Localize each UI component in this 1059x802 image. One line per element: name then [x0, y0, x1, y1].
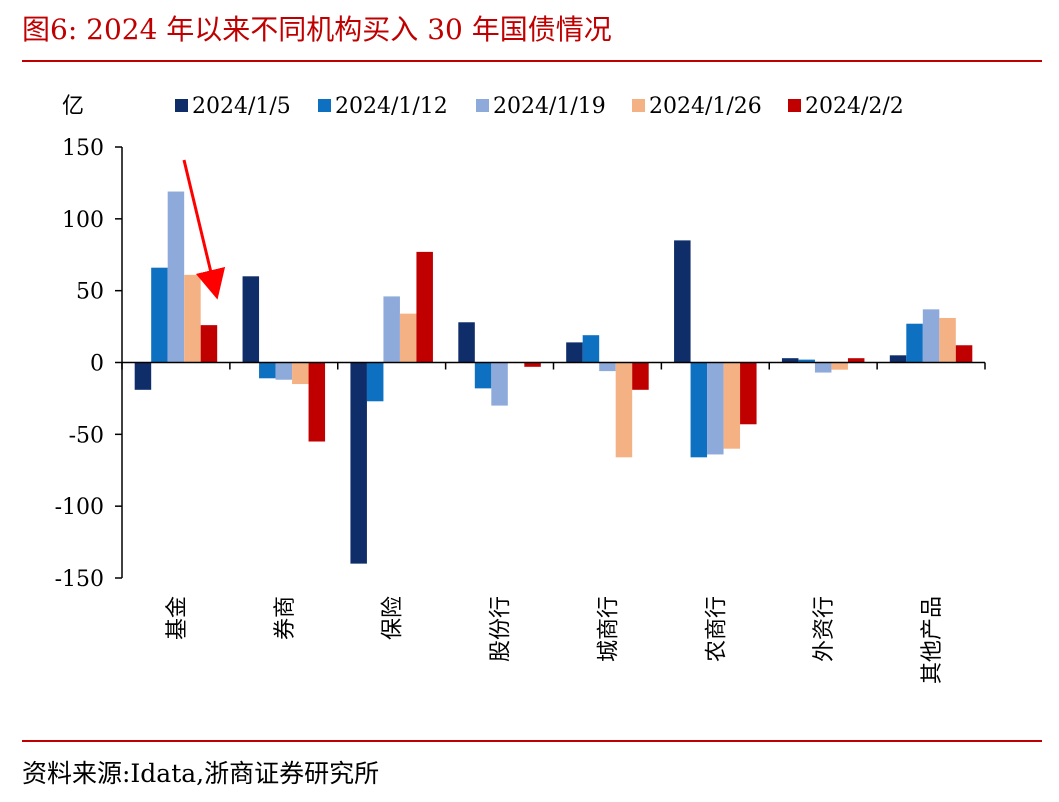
bar-1-6: [674, 240, 691, 363]
bar-chart: 2024/1/5 2024/1/12 2024/1/19 2024/1/26 2024/…: [55, 94, 986, 684]
bar-4-5: [615, 362, 633, 458]
chart-legend: 2024/1/5 2024/1/12 2024/1/19 2024/1/26 2024/…: [175, 94, 904, 119]
legend-label-5: 2024/2/2: [805, 94, 904, 119]
y-axis-label: 亿: [62, 94, 84, 119]
bar-1-5: [566, 342, 583, 363]
legend-swatch-5: [788, 99, 801, 112]
bar-5-6: [740, 362, 757, 425]
x-category-label: 城商行: [596, 596, 621, 662]
bar-3-1: [167, 191, 185, 363]
bar-5-2: [308, 362, 326, 442]
bar-3-8: [922, 309, 940, 363]
bar-2-5: [582, 335, 600, 363]
y-tick-label: 50: [76, 280, 104, 305]
bar-5-7: [847, 358, 865, 363]
bar-2-7: [798, 359, 815, 363]
legend-label-1: 2024/1/5: [192, 94, 291, 119]
y-tick-label: 100: [62, 208, 104, 233]
legend-swatch-2: [318, 99, 331, 112]
footer-divider: [22, 740, 1042, 742]
bar-5-8: [955, 345, 973, 363]
y-tick-label: -100: [55, 495, 104, 520]
title-divider: [22, 60, 1042, 62]
bar-5-1: [200, 325, 218, 363]
y-tick-label: 0: [90, 352, 104, 377]
x-category-label: 外资行: [812, 596, 837, 662]
figure-title: 图6: 2024 年以来不同机构买入 30 年国债情况: [22, 13, 612, 46]
x-category-label: 农商行: [704, 596, 729, 662]
x-category-label: 股份行: [489, 596, 514, 662]
legend-swatch-1: [175, 99, 188, 112]
bar-4-6: [723, 362, 741, 449]
y-axis: 150 100 50 0 -50 -100 -150: [55, 136, 123, 592]
bar-3-4: [491, 362, 508, 406]
bar-series-group: [134, 191, 973, 564]
bar-3-7: [814, 362, 832, 373]
bar-4-7: [831, 362, 848, 370]
bar-1-3: [350, 362, 367, 564]
x-category-label: 基金: [165, 596, 190, 640]
bar-5-5: [632, 362, 649, 390]
bar-2-2: [259, 362, 276, 379]
bar-1-2: [242, 276, 260, 363]
legend-label-2: 2024/1/12: [335, 94, 448, 119]
bar-4-2: [292, 362, 309, 385]
legend-label-4: 2024/1/26: [649, 94, 762, 119]
bar-2-6: [690, 362, 708, 458]
y-tick-label: -150: [55, 567, 104, 592]
bar-5-4: [524, 362, 541, 367]
bar-3-3: [383, 296, 400, 363]
x-axis-category-labels: 基金 券商 保险 股份行 城商行 农商行 外资行 其他产品: [165, 596, 945, 684]
bar-4-1: [184, 274, 201, 363]
bar-2-4: [474, 362, 492, 389]
bar-2-8: [906, 323, 923, 363]
bar-2-1: [151, 267, 168, 363]
bar-1-4: [458, 322, 475, 363]
bar-4-3: [399, 313, 417, 363]
y-tick-label: -50: [69, 423, 104, 448]
bar-1-7: [781, 358, 799, 363]
bar-3-2: [275, 362, 293, 380]
x-category-label: 其他产品: [920, 596, 945, 684]
legend-swatch-4: [632, 99, 645, 112]
bar-4-8: [939, 317, 956, 363]
bar-5-3: [416, 251, 433, 363]
bar-3-5: [599, 362, 616, 372]
x-axis: [121, 361, 986, 370]
bar-3-6: [707, 362, 724, 455]
legend-label-3: 2024/1/19: [493, 94, 606, 119]
source-note: 资料来源:Idata,浙商证券研究所: [22, 759, 380, 788]
x-category-label: 券商: [273, 596, 298, 640]
y-tick-label: 150: [62, 136, 104, 161]
bar-2-3: [366, 362, 384, 402]
annotation-arrow: [182, 159, 226, 300]
bar-1-8: [889, 355, 907, 363]
bar-1-1: [134, 362, 152, 390]
x-category-label: 保险: [381, 596, 406, 640]
legend-swatch-3: [476, 99, 489, 112]
